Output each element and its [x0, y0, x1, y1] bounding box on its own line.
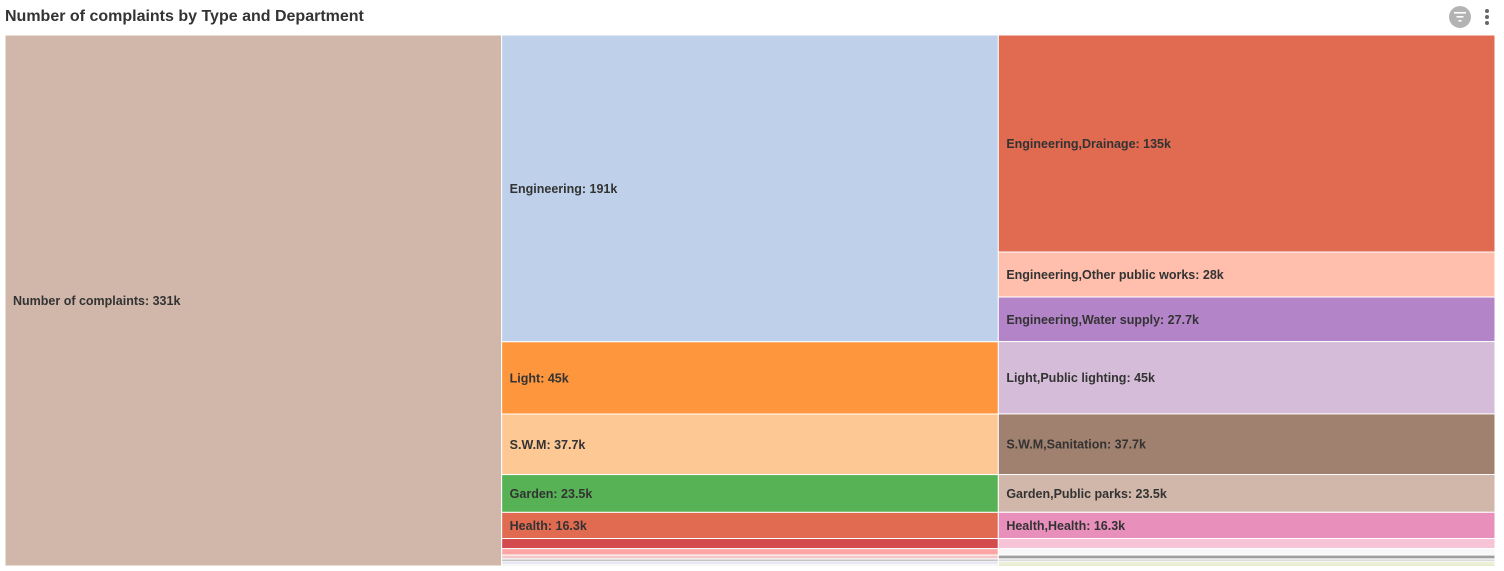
treemap-rect[interactable]: [501, 35, 999, 343]
more-vertical-icon: [1485, 9, 1489, 25]
treemap-label: Light,Public lighting: 45k: [1006, 371, 1155, 385]
treemap-rect[interactable]: [997, 511, 1495, 540]
treemap-cell-level1-segment-10[interactable]: [501, 563, 999, 566]
treemap-rect[interactable]: [997, 35, 1495, 253]
treemap-label: Light: 45k: [510, 371, 569, 385]
treemap-rect[interactable]: [501, 538, 999, 550]
chart-title: Number of complaints by Type and Departm…: [5, 8, 364, 25]
treemap-cell-level2-segment-12[interactable]: [997, 563, 1495, 566]
treemap-cell-level2-segment-8[interactable]: [997, 548, 1495, 556]
treemap-label: Engineering,Drainage: 135k: [1006, 137, 1171, 151]
treemap-rect[interactable]: [5, 35, 503, 566]
more-options-button[interactable]: [1481, 7, 1493, 27]
treemap-rect[interactable]: [997, 554, 1495, 560]
treemap-cell-s-w-m[interactable]: S.W.M: 37.7k: [501, 413, 999, 476]
treemap-label: Health: 16.3k: [510, 519, 587, 533]
treemap-cell-garden[interactable]: Garden: 23.5k: [501, 474, 999, 513]
treemap-cell-level1-segment-6[interactable]: [501, 548, 999, 556]
treemap-rect[interactable]: [997, 251, 1495, 298]
treemap-cell-level2-segment-9[interactable]: [997, 554, 1495, 560]
treemap-rect[interactable]: [501, 341, 999, 415]
treemap-label: S.W.M,Sanitation: 37.7k: [1006, 438, 1146, 452]
treemap-rect[interactable]: [501, 413, 999, 476]
treemap-cell-light[interactable]: Light: 45k: [501, 341, 999, 415]
treemap-rect[interactable]: [997, 341, 1495, 415]
treemap-rect[interactable]: [501, 548, 999, 556]
treemap-rect[interactable]: [501, 474, 999, 513]
treemap-cell-engineering-water-supply[interactable]: Engineering,Water supply: 27.7k: [997, 296, 1495, 343]
filter-icon: [1454, 12, 1466, 22]
treemap-chart: Number of complaints: 331k Engineering: 1…: [5, 35, 1495, 566]
treemap-cell-level1-segment-5[interactable]: [501, 538, 999, 550]
treemap-rect[interactable]: [997, 538, 1495, 550]
treemap-label: Engineering,Other public works: 28k: [1006, 268, 1223, 282]
treemap-rect[interactable]: [997, 296, 1495, 343]
chart-header: Number of complaints by Type and Departm…: [0, 0, 1504, 34]
treemap-rect[interactable]: [997, 563, 1495, 566]
treemap-label: Engineering: 191k: [510, 182, 618, 196]
treemap-rect[interactable]: [997, 474, 1495, 513]
treemap-cell-level2-segment-7[interactable]: [997, 538, 1495, 550]
treemap-cell-number-of-complaints[interactable]: Number of complaints: 331k: [5, 35, 503, 566]
treemap-label: S.W.M: 37.7k: [510, 438, 586, 452]
treemap-label: Garden,Public parks: 23.5k: [1006, 487, 1167, 501]
treemap-cell-light-public-lighting[interactable]: Light,Public lighting: 45k: [997, 341, 1495, 415]
treemap-rect[interactable]: [501, 563, 999, 566]
treemap-cell-health[interactable]: Health: 16.3k: [501, 511, 999, 540]
filter-button[interactable]: [1449, 6, 1471, 28]
treemap-cell-garden-public-parks[interactable]: Garden,Public parks: 23.5k: [997, 474, 1495, 513]
treemap-cell-engineering-drainage[interactable]: Engineering,Drainage: 135k: [997, 35, 1495, 253]
treemap-cell-engineering[interactable]: Engineering: 191k: [501, 35, 999, 343]
treemap-cell-s-w-m-sanitation[interactable]: S.W.M,Sanitation: 37.7k: [997, 413, 1495, 476]
treemap-rect[interactable]: [997, 548, 1495, 556]
treemap-cell-engineering-other-public-works[interactable]: Engineering,Other public works: 28k: [997, 251, 1495, 298]
treemap-cell-level1-segment-7[interactable]: [501, 554, 999, 560]
treemap-rect[interactable]: [501, 554, 999, 560]
treemap-label: Engineering,Water supply: 27.7k: [1006, 313, 1199, 327]
treemap-svg: Number of complaints: 331k Engineering: 1…: [5, 35, 1495, 566]
treemap-cell-health-health[interactable]: Health,Health: 16.3k: [997, 511, 1495, 540]
treemap-label: Health,Health: 16.3k: [1006, 519, 1125, 533]
treemap-label: Garden: 23.5k: [510, 487, 593, 501]
treemap-label: Number of complaints: 331k: [13, 294, 180, 308]
